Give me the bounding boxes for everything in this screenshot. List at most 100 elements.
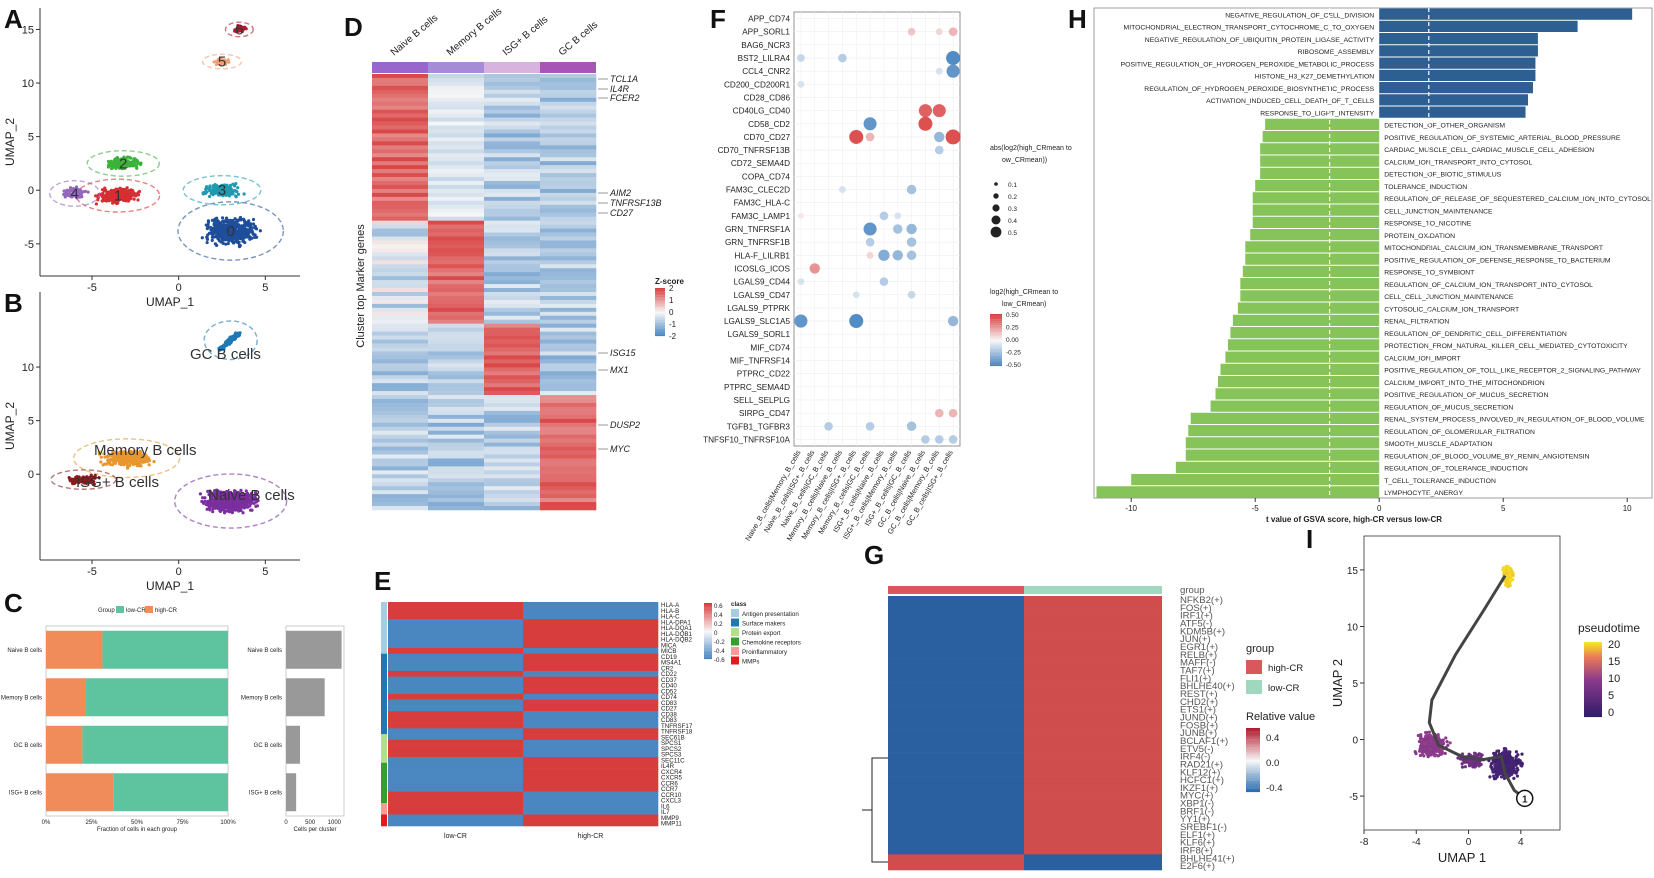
legend-gradient-step [655, 333, 665, 335]
cell-point [1504, 572, 1509, 576]
heat-cell [372, 284, 429, 289]
heat-cell-high-cr [523, 613, 659, 620]
legend-gradient-step [990, 355, 1002, 357]
class-annotation [381, 722, 387, 729]
pathway-label: PROTEIN_OXIDATION [1384, 233, 1455, 240]
legend-gradient-step [1246, 764, 1260, 767]
cell-point [214, 234, 219, 238]
heat-cell [540, 355, 597, 360]
cell-point [1508, 753, 1512, 757]
legend-tick: 0.4 [1266, 733, 1280, 744]
heat-cell [484, 470, 541, 475]
cell-point [204, 185, 209, 189]
scale-tick: 0.6 [714, 603, 723, 610]
heat-cell [540, 466, 597, 471]
plot-frame [1093, 7, 1653, 499]
heat-cell [428, 502, 485, 507]
category-label: Naive B cells [7, 648, 42, 654]
heat-cell-low-cr [1024, 689, 1162, 699]
color-legend-title: log2(high_CRmean to [990, 289, 1058, 296]
heat-cell [372, 391, 429, 396]
heat-cell [428, 129, 485, 134]
color-legend-label: 0.25 [1006, 325, 1019, 332]
legend-gradient-step [1584, 703, 1602, 706]
heat-cell [484, 244, 541, 249]
legend-gradient-step [1584, 708, 1602, 710]
legend-gradient-step [704, 610, 712, 612]
heat-cell-low-cr [388, 711, 524, 718]
cell-point [228, 183, 233, 188]
pair-label: MIF_TNFRSF14 [730, 357, 790, 366]
pair-label: FAM3C_HLA-C [734, 199, 791, 208]
heat-cell [428, 77, 485, 83]
bar-low-cr [113, 773, 228, 812]
legend-gradient-step [1246, 766, 1260, 769]
legend-gradient-step [704, 607, 712, 609]
heat-cell [372, 355, 429, 360]
cell-point [205, 507, 209, 511]
cell-point [1508, 583, 1512, 588]
cell-point [250, 226, 254, 230]
heat-cell-high-cr [888, 768, 1024, 777]
heat-cell-low-cr [1024, 799, 1162, 808]
cell-point [234, 194, 238, 198]
pair-label: LGALS9_SORL1 [728, 330, 791, 339]
heat-cell-low-cr [388, 624, 524, 632]
legend-gradient-step [704, 608, 712, 611]
dot-mark [797, 80, 805, 88]
heat-cell-low-cr [1024, 705, 1162, 714]
heat-cell [428, 498, 485, 503]
heat-cell [372, 161, 429, 166]
heat-cell-high-cr [888, 666, 1024, 675]
heat-cell-high-cr [888, 729, 1024, 738]
bar-low-cr [86, 678, 228, 717]
zscore-legend [655, 288, 665, 337]
heat-cell [484, 395, 541, 400]
count-axis-title: Cells per cluster [293, 827, 336, 833]
legend-gradient-step [704, 635, 712, 637]
dot-mark [918, 104, 932, 118]
heat-cell [428, 125, 485, 130]
heat-cell [428, 133, 485, 138]
legend-gradient-step [1584, 651, 1602, 653]
gsva-bar [1240, 290, 1380, 302]
pair-label: CD70_TNFRSF13B [718, 146, 791, 155]
heat-cell [484, 434, 541, 439]
size-legend-title: ow_CRmean)) [1002, 157, 1047, 164]
heat-cell [540, 188, 597, 194]
heat-cell [372, 303, 429, 309]
cell-point [234, 506, 238, 510]
cell-point [114, 166, 118, 170]
count-tick-label: 1000 [328, 820, 342, 826]
column-group-bar [484, 62, 540, 73]
class-annotation [381, 820, 387, 827]
heat-cell-high-cr [888, 830, 1024, 839]
heat-cell [484, 113, 541, 118]
legend-gradient-step [1584, 681, 1602, 683]
pair-label: SIRPG_CD47 [739, 409, 790, 418]
color-legend-label: 0.00 [1006, 337, 1019, 344]
legend-gradient-step [704, 603, 712, 605]
x-tick-label: 10 [1623, 504, 1632, 513]
gsva-bar [1096, 486, 1380, 498]
legend-tick: 15 [1608, 656, 1620, 668]
cell-point [218, 509, 222, 513]
size-legend-dot [993, 193, 999, 199]
heat-cell [372, 343, 429, 348]
class-annotation [381, 619, 387, 626]
cluster-points-3 [201, 181, 246, 199]
heat-cell [484, 446, 541, 451]
y-tick-label: 5 [28, 416, 34, 428]
cell-point [102, 189, 106, 193]
plot-frame [1363, 535, 1561, 831]
x-axis-title: Fraction of cells in each group [97, 827, 178, 833]
heat-cell [428, 252, 485, 257]
class-label: Protein export [742, 630, 781, 637]
cell-point [241, 217, 246, 221]
class-annotation [381, 699, 387, 706]
cell-point [218, 221, 223, 225]
heat-cell-low-cr [388, 739, 524, 746]
heat-cell [540, 184, 597, 190]
legend-gradient-step [704, 612, 712, 615]
